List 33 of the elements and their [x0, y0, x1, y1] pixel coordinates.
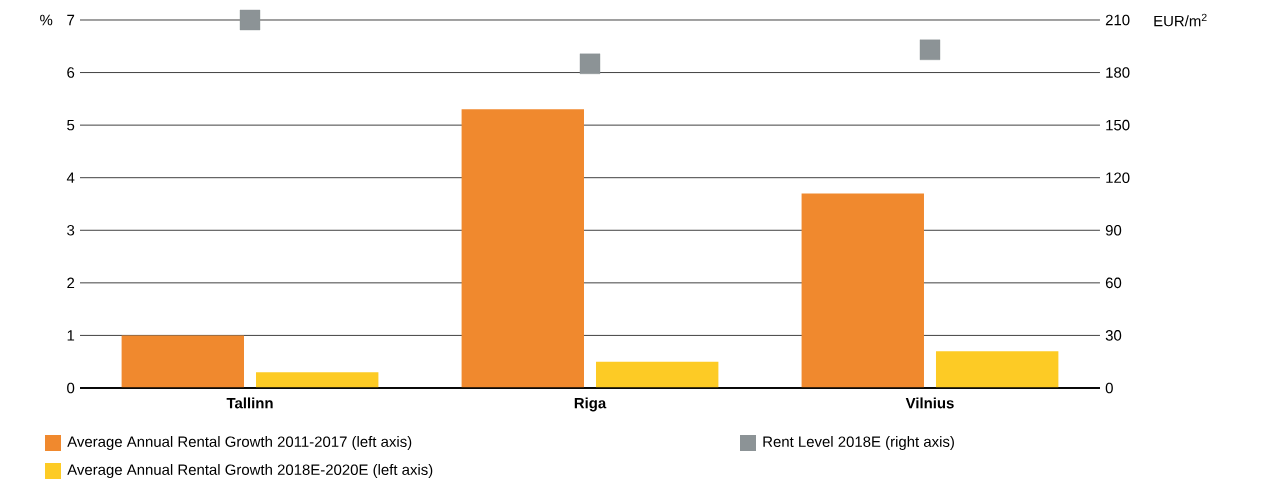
y2-axis-title: EUR/m$^{2}$: [1154, 13, 1207, 27]
point: [919, 39, 941, 60]
legend-label: Average Annual Rental Growth 2011-2017 (left axis): [67, 436, 412, 450]
y-tick-label: 5: [67, 119, 75, 131]
y2-tick-label: 180: [1106, 67, 1130, 78]
point: [239, 9, 261, 31]
y2-tick-label: 0: [1105, 382, 1113, 394]
y-axis-title: %: [40, 14, 53, 26]
y-tick-label: 1: [67, 330, 75, 341]
bar: [121, 335, 245, 388]
y2-tick-label: 30: [1105, 330, 1122, 341]
x-tick-label: Riga: [574, 397, 607, 412]
y-tick-label: 4: [66, 172, 75, 183]
y-tick-label: 2: [67, 277, 75, 289]
legend-label: Rent Level 2018E (right axis): [763, 436, 954, 450]
x-tick-label: Vilnius: [905, 397, 954, 409]
bar: [801, 193, 924, 388]
bar: [256, 372, 379, 388]
y-tick-label: 6: [67, 67, 75, 78]
y2-tick-label: 150: [1106, 119, 1130, 131]
bar: [595, 361, 719, 388]
y2-tick-label: 90: [1105, 224, 1122, 236]
y2-tick-label: 120: [1106, 172, 1130, 183]
y2-tick-label: 60: [1105, 277, 1122, 289]
bar: [461, 109, 584, 388]
legend-label: Average Annual Rental Growth 2018E-2020E (left axis): [67, 464, 433, 478]
y-tick-label: 7: [67, 14, 75, 26]
point: [579, 53, 601, 74]
bar: [935, 351, 1059, 388]
y-tick-label: 0: [67, 382, 75, 394]
y2-tick-label: 210: [1105, 14, 1130, 26]
x-tick-label: Tallinn: [226, 397, 273, 409]
y-tick-label: 3: [67, 224, 75, 236]
